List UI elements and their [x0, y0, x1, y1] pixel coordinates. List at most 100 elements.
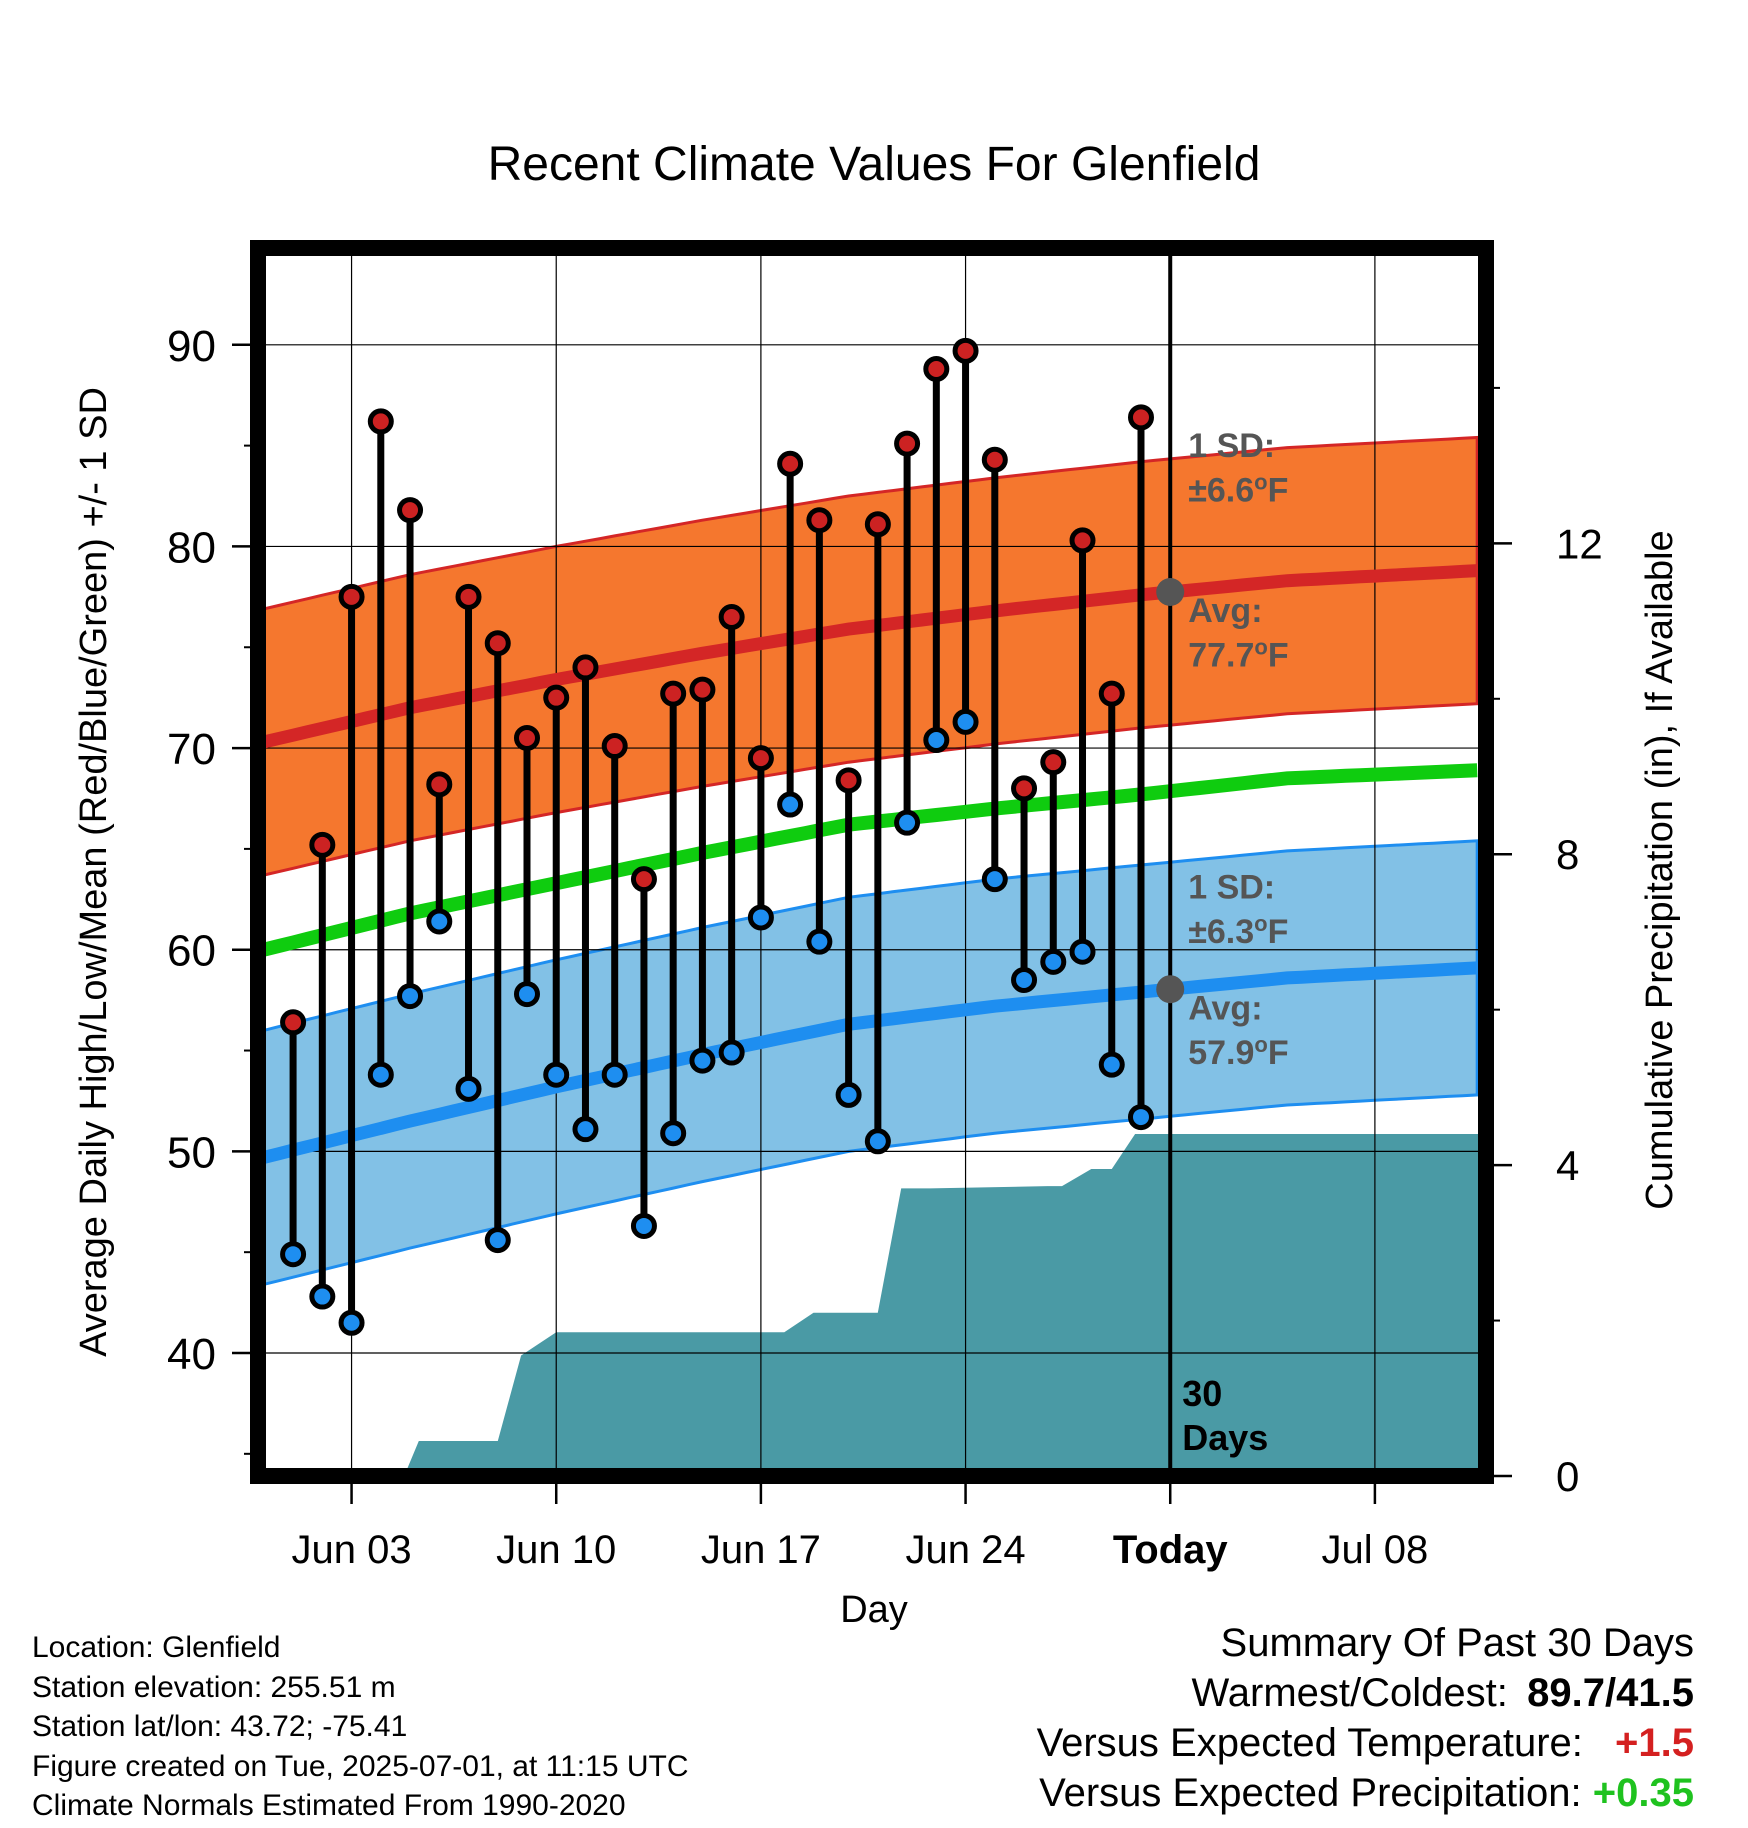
- daily-low-point: [864, 1128, 891, 1155]
- low-avg-line: [262, 961, 1478, 1164]
- daily-low-point: [426, 908, 453, 935]
- daily-low-point: [660, 1120, 687, 1147]
- daily-low-point: [689, 1047, 716, 1074]
- daily-high-point: [338, 583, 365, 610]
- low-sd-value: ±6.3oF: [1188, 911, 1288, 951]
- daily-high-point: [513, 724, 540, 751]
- daily-low-point: [835, 1081, 862, 1108]
- daily-high-point: [397, 497, 424, 524]
- daily-low-point: [338, 1309, 365, 1336]
- temp-departure-value: +1.5: [1615, 1721, 1694, 1765]
- daily-low-point: [397, 983, 424, 1010]
- daily-high-point: [572, 654, 599, 681]
- y-tick-label: 40: [167, 1330, 216, 1379]
- y2-tick-label: 4: [1556, 1142, 1579, 1189]
- daily-low-point: [1040, 948, 1067, 975]
- daily-high-point: [1098, 680, 1125, 707]
- daily-low-point: [309, 1283, 336, 1310]
- x-tick-label: Jun 03: [292, 1528, 412, 1572]
- today-days-label-word: Days: [1182, 1417, 1268, 1458]
- plot-area: 1 SD: ±6.6oF Avg: 77.7oF 1 SD: ±6.3oF Avg: 57.9…: [167, 240, 1603, 1572]
- low-sd-label: 1 SD:: [1188, 868, 1275, 906]
- x-tick-label: Jun 17: [701, 1528, 821, 1572]
- station-info: Location: Glenfield Station elevation: 2…: [32, 1628, 689, 1826]
- daily-low-point: [455, 1075, 482, 1102]
- daily-low-point: [630, 1212, 657, 1239]
- y-tick-label: 60: [167, 927, 216, 976]
- daily-high-point: [894, 430, 921, 457]
- x-tick-label: Jun 24: [906, 1528, 1026, 1572]
- daily-low-point: [747, 904, 774, 931]
- daily-low-point: [543, 1061, 570, 1088]
- station-latlon: Station lat/lon: 43.72; -75.41: [32, 1710, 408, 1743]
- summary-temp-departure: Versus Expected Temperature: +1.5: [1037, 1718, 1694, 1768]
- precip-departure-value: +0.35: [1592, 1771, 1694, 1815]
- plot-frame: [250, 240, 1494, 1484]
- daily-low-point: [777, 791, 804, 818]
- warmest-coldest-value: 89.7/41.5: [1527, 1671, 1694, 1715]
- today-days-label-number: 30: [1182, 1373, 1222, 1414]
- chart-title: Recent Climate Values For Glenfield: [488, 138, 1261, 191]
- figure-created: Figure created on Tue, 2025-07-01, at 11…: [32, 1749, 689, 1783]
- daily-high-point: [484, 630, 511, 657]
- normals-source: Climate Normals Estimated From 1990-2020: [32, 1789, 626, 1822]
- precip-departure-label: Versus Expected Precipitation:: [1039, 1771, 1582, 1815]
- daily-high-point: [280, 1009, 307, 1036]
- y-tick-label: 90: [167, 322, 216, 371]
- x-tick-label: Jul 08: [1322, 1528, 1429, 1572]
- y2-axis-label: Cumulative Precipitation (in), If Availa…: [1639, 530, 1681, 1209]
- daily-low-point: [806, 928, 833, 955]
- daily-high-point: [718, 604, 745, 631]
- daily-low-point: [367, 1061, 394, 1088]
- summary-warmest-coldest: Warmest/Coldest: 89.7/41.5: [1037, 1668, 1695, 1718]
- daily-low-point: [484, 1227, 511, 1254]
- daily-high-point: [455, 583, 482, 610]
- daily-low-point: [1127, 1104, 1154, 1131]
- daily-low-point: [981, 866, 1008, 893]
- daily-high-point: [660, 680, 687, 707]
- summary-title: Summary Of Past 30 Days: [1220, 1621, 1694, 1665]
- low-avg-value: 57.9oF: [1188, 1032, 1288, 1072]
- y-tick-label: 80: [167, 523, 216, 572]
- daily-low-point: [894, 809, 921, 836]
- daily-high-point: [309, 831, 336, 858]
- daily-high-point: [747, 745, 774, 772]
- warmest-coldest-label: Warmest/Coldest:: [1191, 1671, 1508, 1715]
- plot-inner: 1 SD: ±6.6oF Avg: 77.7oF 1 SD: ±6.3oF Avg: 57.9…: [258, 248, 1486, 1476]
- daily-high-point: [923, 355, 950, 382]
- daily-high-point: [543, 684, 570, 711]
- station-elevation: Station elevation: 255.51 m: [32, 1670, 396, 1704]
- x-tick-label: Today: [1113, 1528, 1229, 1572]
- daily-low-point: [1011, 966, 1038, 993]
- high-sd-band: [262, 435, 1479, 877]
- daily-high-point: [689, 676, 716, 703]
- high-avg-label: Avg:: [1188, 592, 1262, 630]
- daily-high-point: [426, 771, 453, 798]
- daily-low-point: [718, 1039, 745, 1066]
- daily-high-point: [630, 866, 657, 893]
- station-location: Location: Glenfield: [32, 1631, 281, 1664]
- today-low-avg-marker: [1156, 975, 1185, 1004]
- daily-high-point: [1011, 775, 1038, 802]
- high-avg-value: 77.7oF: [1188, 635, 1288, 675]
- daily-low-point: [1098, 1051, 1125, 1078]
- daily-low-point: [513, 981, 540, 1008]
- daily-low-point: [923, 727, 950, 754]
- daily-high-point: [835, 767, 862, 794]
- daily-low-point: [952, 708, 979, 735]
- daily-high-point: [777, 450, 804, 477]
- high-sd-label: 1 SD:: [1188, 427, 1275, 465]
- daily-low-point: [601, 1061, 628, 1088]
- summary-panel: Summary Of Past 30 Days Warmest/Coldest:…: [1037, 1618, 1694, 1818]
- daily-high-point: [806, 507, 833, 534]
- daily-high-point: [367, 408, 394, 435]
- daily-high-point: [864, 511, 891, 538]
- summary-precip-departure: Versus Expected Precipitation: +0.35: [1037, 1768, 1694, 1818]
- daily-low-point: [280, 1241, 307, 1268]
- y2-tick-label: 12: [1556, 520, 1603, 567]
- y2-tick-label: 8: [1556, 831, 1579, 878]
- daily-high-point: [601, 733, 628, 760]
- y2-tick-label: 0: [1556, 1453, 1579, 1500]
- x-tick-label: Jun 10: [496, 1528, 616, 1572]
